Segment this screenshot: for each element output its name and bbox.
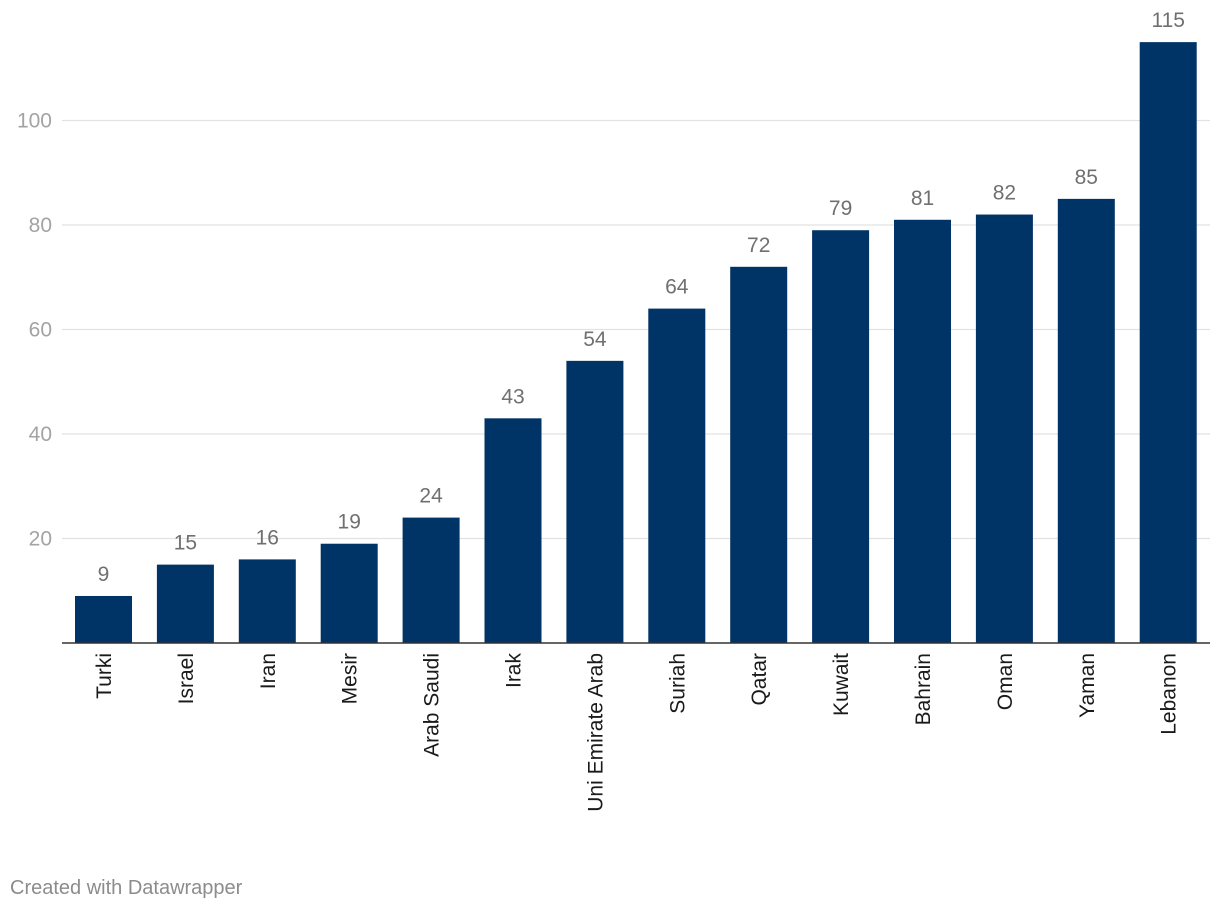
- value-label: 79: [829, 197, 852, 220]
- value-label: 82: [993, 182, 1016, 205]
- value-label: 85: [1075, 166, 1098, 189]
- y-tick-label: 60: [29, 319, 52, 342]
- label-layer: 20 40 60 80 100 9 Turki 15 Israel 16 Iran 19 Mesir 24…: [17, 9, 1210, 812]
- bar: [1057, 198, 1115, 643]
- value-label: 43: [501, 385, 524, 408]
- category-label: Israel: [175, 653, 198, 704]
- datawrapper-credit: Created with Datawrapper: [10, 877, 243, 899]
- bar: [75, 595, 132, 643]
- value-label: 115: [1151, 9, 1184, 32]
- bar: [320, 543, 378, 643]
- bar: [975, 214, 1033, 644]
- category-label: Yaman: [1076, 653, 1099, 718]
- bar-layer: [75, 42, 1197, 644]
- value-label: 16: [256, 526, 279, 549]
- bar: [648, 308, 706, 643]
- y-tick-label: 80: [29, 214, 52, 237]
- category-label: Kuwait: [830, 653, 853, 716]
- category-label: Mesir: [339, 653, 362, 704]
- value-label: 9: [98, 563, 110, 586]
- bar: [894, 219, 951, 643]
- bar: [1139, 42, 1197, 643]
- y-tick-label: 20: [29, 528, 52, 551]
- value-label: 24: [419, 485, 443, 508]
- category-label: Uni Emirate Arab: [584, 653, 607, 812]
- bar: [812, 230, 870, 643]
- category-label: Turki: [93, 653, 116, 699]
- bar: [156, 564, 214, 643]
- bar: [238, 559, 296, 643]
- y-tick-label: 100: [17, 110, 52, 133]
- category-label: Bahrain: [912, 653, 935, 725]
- value-label: 54: [583, 328, 607, 351]
- bar: [566, 360, 624, 643]
- bar: [484, 418, 542, 643]
- value-label: 64: [665, 276, 689, 299]
- category-label: Lebanon: [1158, 653, 1181, 735]
- bar: [730, 266, 788, 643]
- value-label: 15: [174, 532, 197, 555]
- bar: [402, 517, 460, 643]
- value-label: 81: [911, 187, 934, 210]
- category-label: Iran: [257, 653, 280, 689]
- category-label: Irak: [503, 653, 526, 689]
- value-label: 19: [338, 511, 361, 534]
- category-label: Qatar: [748, 653, 771, 706]
- category-label: Suriah: [666, 653, 689, 714]
- y-tick-label: 40: [29, 423, 52, 446]
- category-label: Arab Saudi: [421, 653, 444, 757]
- category-label: Oman: [994, 653, 1017, 710]
- grid-layer: [62, 119, 1210, 540]
- value-label: 72: [747, 234, 770, 257]
